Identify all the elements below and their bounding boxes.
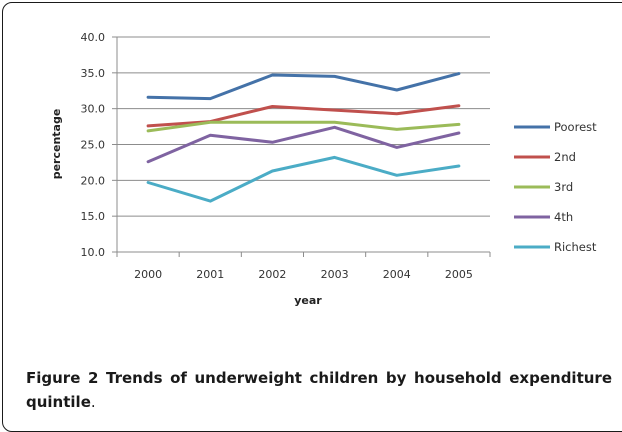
legend: Poorest 2nd 3rd 4th Richest bbox=[514, 120, 597, 254]
figure-label: Figure 2 bbox=[26, 369, 99, 387]
x-tick-label: 2001 bbox=[196, 268, 224, 281]
x-tick-label: 2003 bbox=[321, 268, 349, 281]
series-line-richest bbox=[146, 155, 461, 203]
x-tick-label: 2004 bbox=[383, 268, 411, 281]
legend-label: Poorest bbox=[554, 120, 597, 134]
legend-label: 2nd bbox=[554, 150, 576, 164]
series-line-3rd bbox=[146, 120, 461, 133]
series-line-4th bbox=[146, 125, 461, 164]
x-axis-ticks: 2000 2001 2002 2003 2004 2005 bbox=[116, 252, 491, 281]
x-tick-label: 2005 bbox=[445, 268, 473, 281]
line-chart: 10.015.020.025.030.035.040.0 2000 2001 200… bbox=[50, 31, 597, 307]
x-tick-label: 2000 bbox=[134, 268, 162, 281]
y-tick-label: 35.0 bbox=[81, 67, 106, 80]
series-line-poorest bbox=[146, 72, 461, 101]
y-tick-label: 25.0 bbox=[81, 139, 106, 152]
figure-title: Trends of underweight children by househ… bbox=[26, 369, 612, 411]
y-tick-label: 20.0 bbox=[81, 174, 106, 187]
y-tick-label: 30.0 bbox=[81, 103, 106, 116]
legend-label: 4th bbox=[554, 210, 573, 224]
y-tick-label: 15.0 bbox=[81, 210, 106, 223]
series-lines bbox=[146, 72, 461, 203]
y-tick-label: 40.0 bbox=[81, 31, 106, 44]
x-axis-title: year bbox=[294, 294, 322, 307]
gridlines bbox=[117, 36, 490, 253]
y-axis-ticks: 10.0 15.0 20.0 25.0 30.0 35.0 40.0 bbox=[81, 31, 117, 259]
legend-label: Richest bbox=[554, 240, 597, 254]
caption-end: . bbox=[90, 393, 96, 411]
legend-label: 3rd bbox=[554, 180, 573, 194]
x-tick-label: 2002 bbox=[258, 268, 286, 281]
y-tick-label: 10.0 bbox=[81, 246, 106, 259]
figure-caption: Figure 2 Trends of underweight children … bbox=[26, 366, 612, 414]
y-axis-title: percentage bbox=[50, 109, 63, 180]
